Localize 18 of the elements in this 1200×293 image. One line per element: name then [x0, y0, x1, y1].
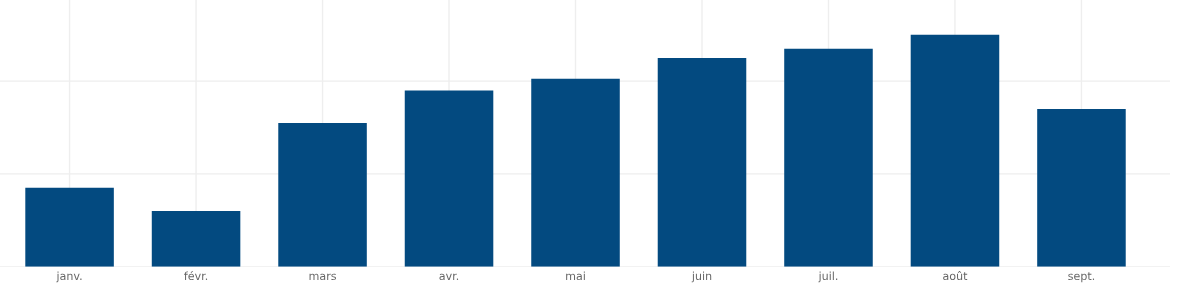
bar — [910, 34, 1000, 267]
bar — [25, 187, 114, 267]
x-tick-label: août — [943, 271, 968, 281]
bar — [151, 210, 241, 267]
bar — [278, 122, 367, 267]
bar — [404, 90, 494, 267]
bar — [784, 48, 873, 267]
x-tick-label: mars — [309, 273, 336, 281]
x-tick-label: mai — [566, 271, 585, 281]
bar — [531, 78, 620, 267]
x-tick-label: janv. — [56, 271, 82, 283]
x-tick-label: avr. — [439, 273, 459, 281]
x-tick-label: juin — [691, 271, 712, 283]
x-tick-label: sept. — [1068, 272, 1095, 283]
bar — [657, 57, 747, 267]
x-tick-label: juil. — [818, 271, 838, 283]
bar — [1037, 108, 1126, 267]
x-tick-label: févr. — [184, 271, 208, 281]
